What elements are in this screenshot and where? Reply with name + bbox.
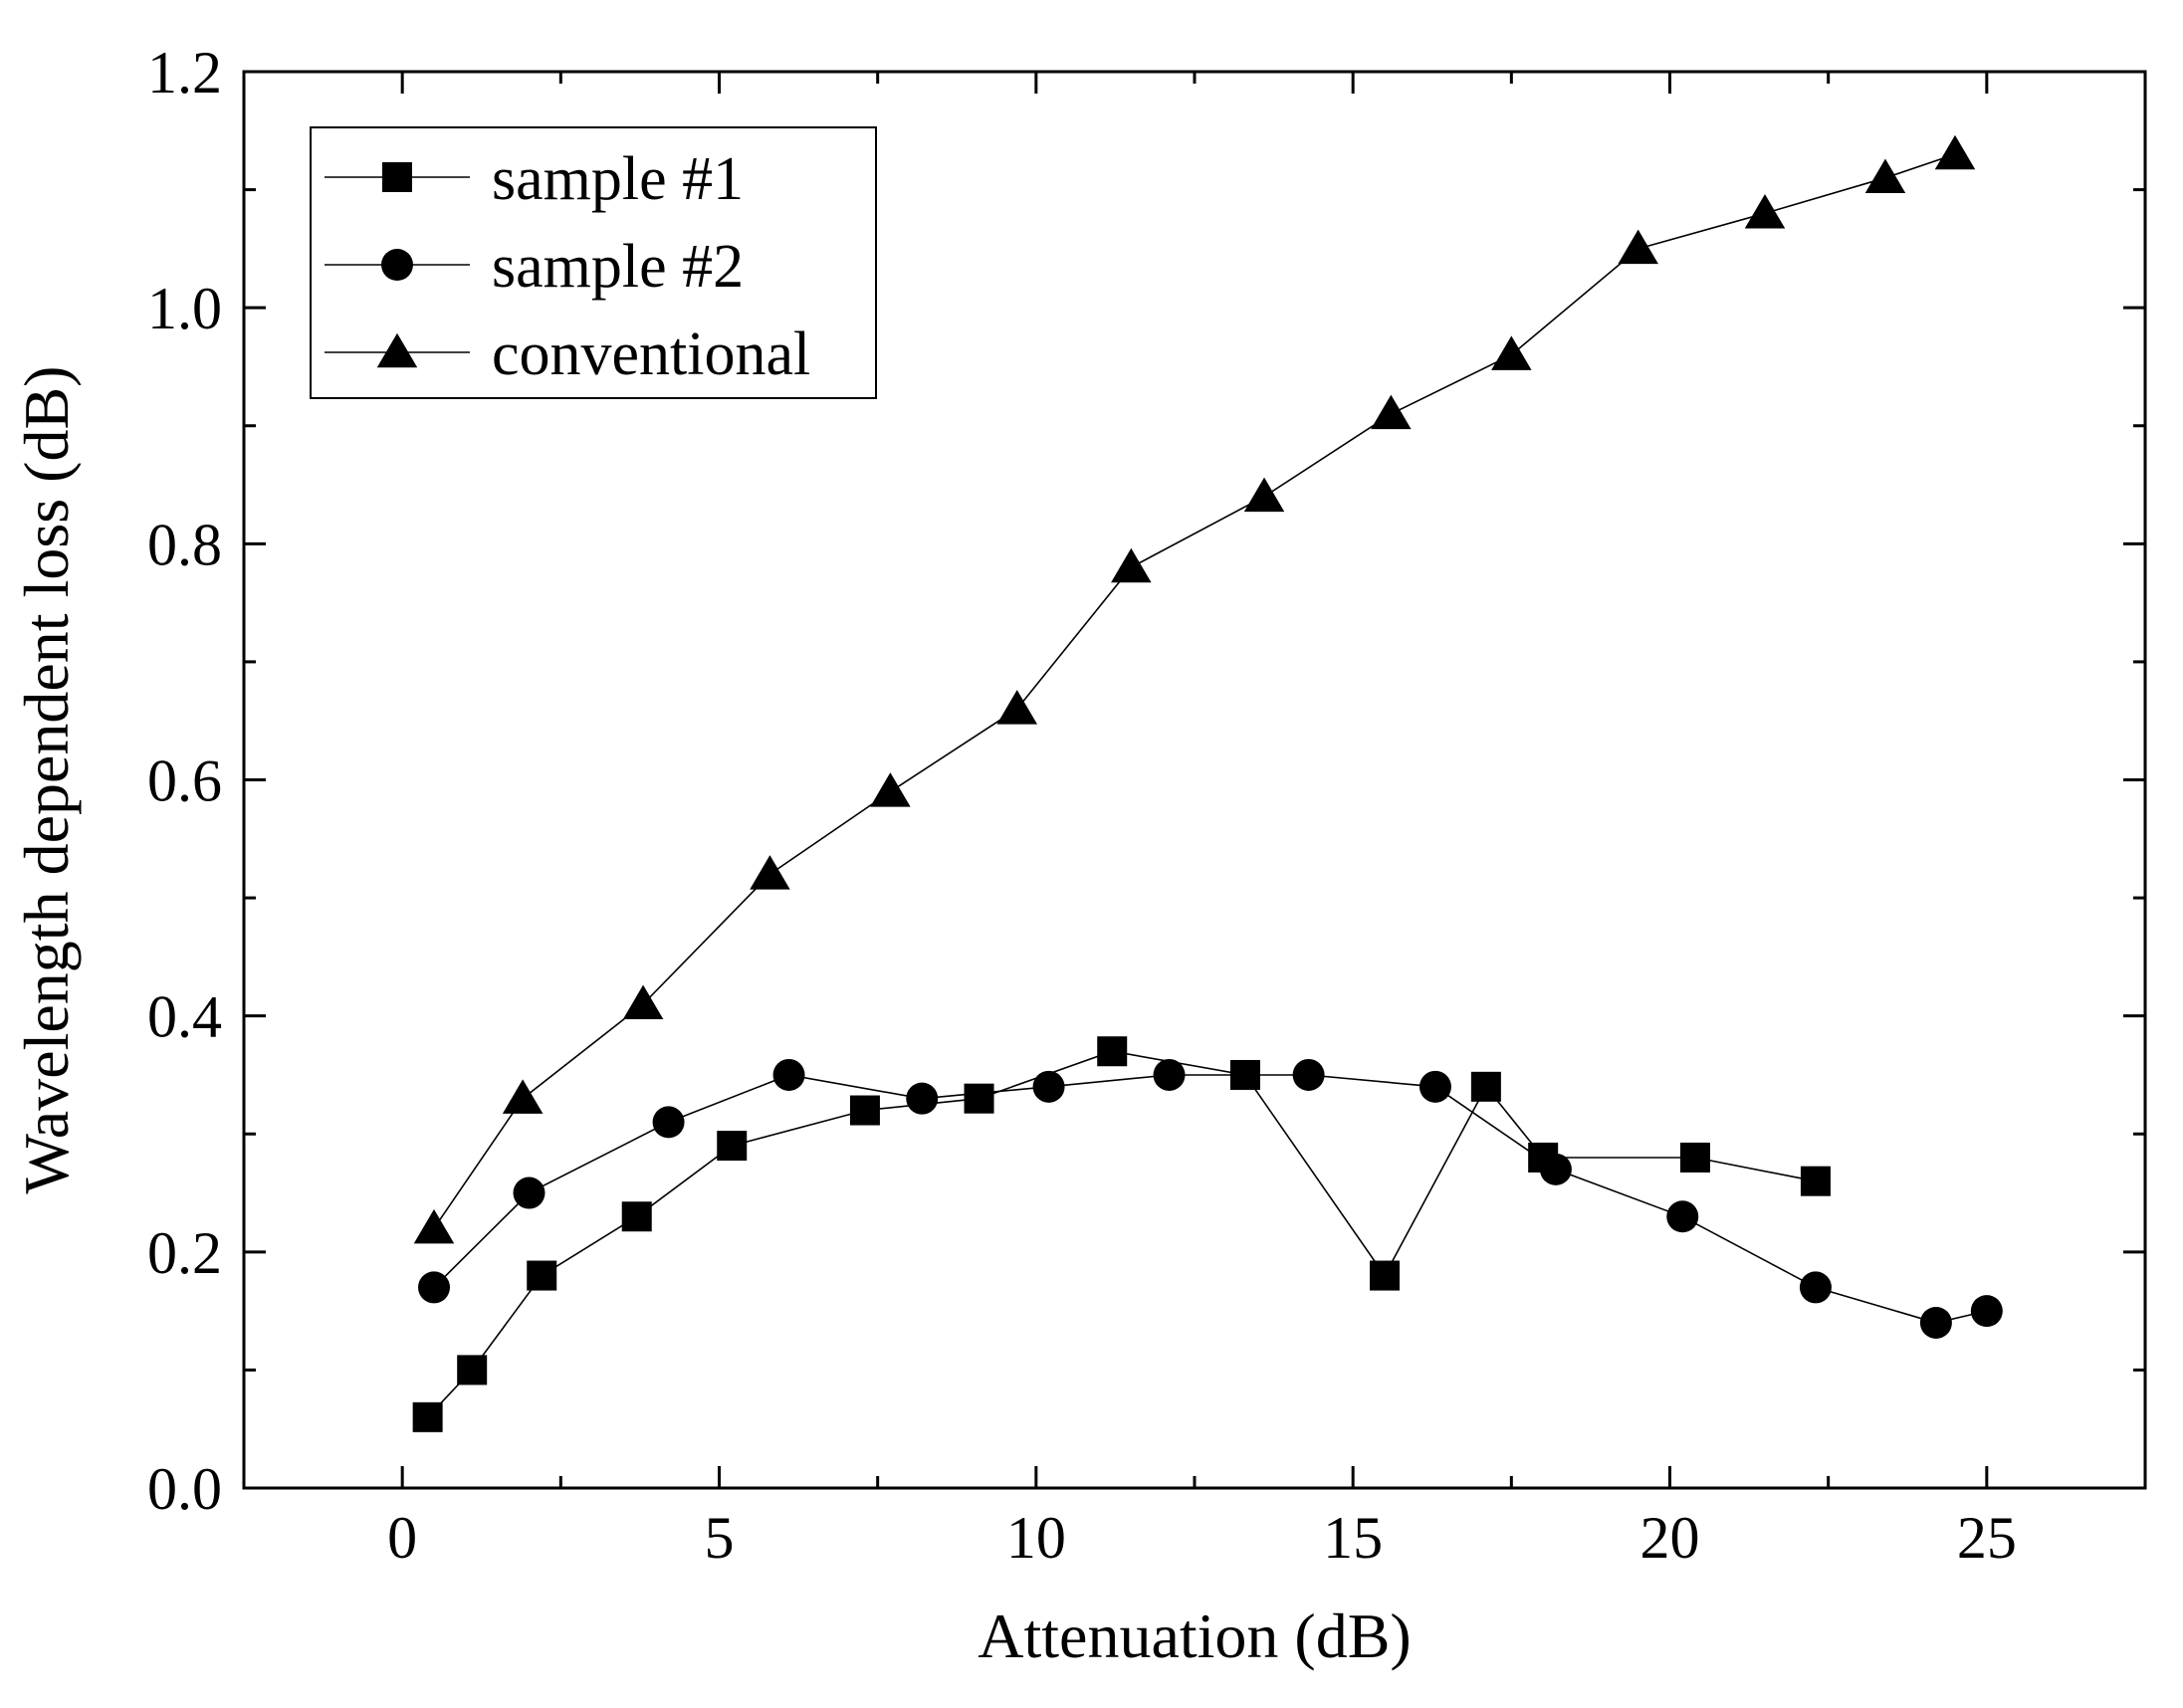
data-point-square [457,1355,488,1386]
data-point-triangle [1744,194,1786,229]
data-point-circle [1970,1295,2003,1328]
series-line [433,153,1956,1229]
data-point-circle [1919,1306,1952,1339]
series-line [433,1074,1987,1324]
data-point-square [964,1083,994,1114]
data-point-triangle [622,984,664,1020]
data-point-triangle [1618,229,1658,265]
data-point-circle [1292,1058,1325,1091]
data-point-square [717,1131,748,1162]
data-point-circle [1539,1153,1572,1185]
y-tick-label: 0.4 [147,984,222,1050]
data-point-circle [772,1058,805,1091]
x-axis-title: Attenuation (dB) [978,1601,1411,1671]
series-square [412,1036,1831,1432]
data-point-triangle [502,1079,544,1114]
data-point-circle [1032,1070,1065,1103]
x-tick-label: 15 [1323,1505,1383,1571]
data-point-triangle [870,772,911,807]
series-triangle [413,134,1976,1244]
legend-label: sample #2 [492,233,744,301]
y-tick-label: 1.2 [147,40,222,106]
y-axis-title: Wavelength dependent loss (dB) [11,366,82,1194]
y-tick-label: 0.2 [147,1220,222,1286]
data-point-circle [418,1271,450,1304]
data-point-square [527,1260,557,1291]
series-circle [418,1058,2003,1339]
data-point-triangle [1491,335,1532,370]
data-point-circle [1153,1058,1186,1091]
x-tick-label: 0 [387,1505,417,1571]
legend-marker-circle [381,249,413,281]
data-point-circle [906,1082,939,1115]
series-layer [412,134,2003,1432]
y-tick-label: 0.6 [147,748,222,814]
data-point-triangle [1864,158,1906,193]
x-tick-label: 25 [1957,1505,2017,1571]
data-point-square [1800,1166,1831,1196]
data-point-triangle [750,855,790,890]
data-point-triangle [413,1208,455,1244]
data-point-triangle [996,690,1037,725]
data-point-circle [1666,1200,1699,1233]
data-point-square [849,1095,880,1126]
legend-entry: sample #1 [325,145,744,213]
data-point-triangle [1934,134,1976,170]
data-point-square [1097,1036,1128,1067]
data-point-triangle [1243,477,1285,513]
x-tick-label: 10 [1006,1505,1066,1571]
y-tick-label: 1.0 [147,276,222,341]
data-point-circle [1419,1070,1451,1103]
data-point-triangle [1111,547,1152,583]
legend-marker-triangle [376,332,418,368]
y-tick-label: 0.0 [147,1456,222,1522]
data-point-circle [513,1176,546,1209]
legend-entry: conventional [325,320,810,388]
data-point-square [1470,1071,1501,1102]
y-tick-label: 0.8 [147,512,222,577]
legend-entry: sample #2 [325,233,744,301]
data-point-square [621,1201,652,1232]
data-point-square [1370,1260,1400,1291]
data-point-circle [1799,1271,1832,1304]
legend-label: conventional [492,320,810,388]
legend-marker-square [382,162,412,192]
data-point-triangle [1371,394,1412,430]
data-point-circle [652,1106,685,1139]
x-tick-label: 5 [705,1505,735,1571]
axes: 0 5 10 15 20 25 0.0 0.2 0.4 0.6 0.8 1.0 1.2 [147,40,2147,1571]
series-line [427,1050,1817,1418]
legend-label: sample #1 [492,145,744,213]
x-tick-label: 20 [1640,1505,1700,1571]
data-point-square [1679,1142,1710,1173]
legend: sample #1 sample #2 conventional [310,126,877,399]
data-point-square [412,1401,443,1432]
